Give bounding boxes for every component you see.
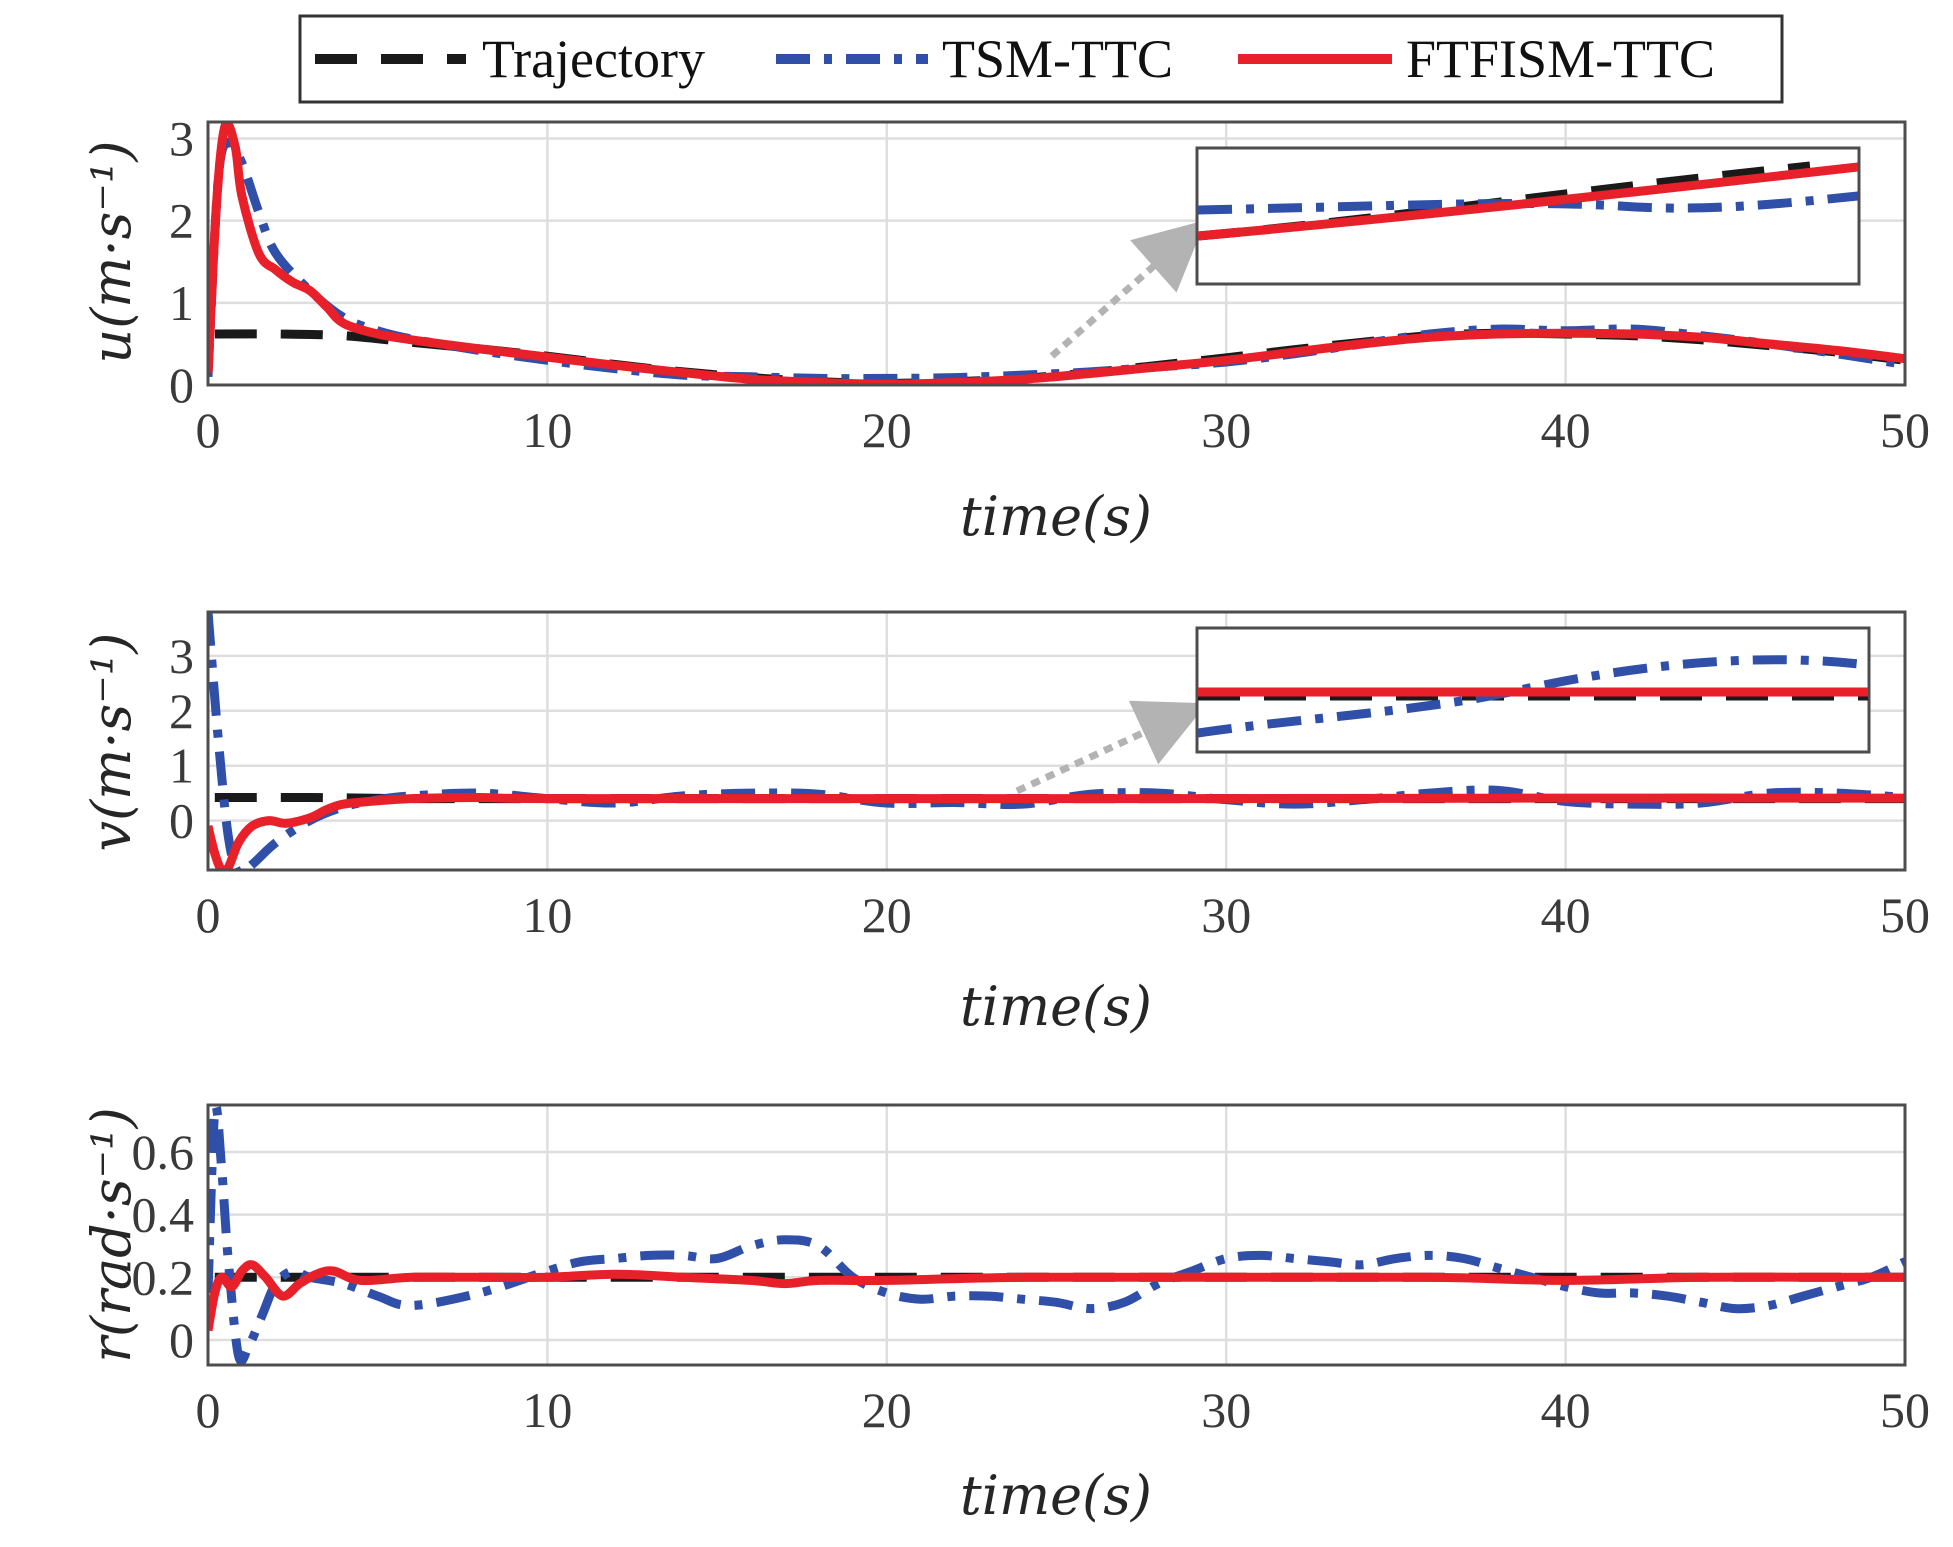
inset-series-v	[1198, 655, 1868, 738]
series-line-r-tsm-ttc	[208, 1105, 1905, 1365]
series-r	[208, 1105, 1905, 1365]
y-tick-label-v: 3	[169, 628, 194, 684]
x-axis-label-u: time(s)	[960, 485, 1152, 548]
y-tick-label-r: 0	[169, 1312, 194, 1368]
series-line-v-ftfism-ttc	[208, 793, 1905, 870]
inset-u-ftfism-ttc-line	[1198, 162, 1858, 241]
x-tick-label-v: 0	[196, 887, 221, 943]
y-tick-label-r: 0.4	[132, 1187, 195, 1243]
x-tick-label-u: 40	[1541, 402, 1591, 458]
x-tick-label-v: 30	[1201, 887, 1251, 943]
series-u	[208, 122, 1905, 385]
x-tick-label-r: 30	[1201, 1382, 1251, 1438]
y-tick-label-u: 3	[169, 110, 194, 166]
tick-labels-r: 0 10 20 30 40 50 0 0.2 0.4 0.6	[132, 1124, 1931, 1438]
panel-u: 0 10 20 30 40 50 0 1 2 3 time(s) u(m·s⁻¹)	[80, 110, 1930, 548]
y-tick-label-r: 0.6	[132, 1124, 195, 1180]
tick-labels-u: 0 10 20 30 40 50 0 1 2 3	[169, 110, 1930, 458]
axes-frame-r	[206, 1103, 1907, 1367]
y-axis-label-u: u(m·s⁻¹)	[80, 140, 143, 363]
legend-box	[298, 14, 1784, 104]
inset-series-u	[1198, 161, 1858, 241]
x-tick-label-r: 10	[522, 1382, 572, 1438]
x-tick-label-v: 50	[1880, 887, 1930, 943]
x-tick-label-u: 30	[1201, 402, 1251, 458]
y-tick-label-r: 0.2	[132, 1249, 195, 1305]
x-tick-label-v: 20	[862, 887, 912, 943]
x-tick-label-v: 40	[1541, 887, 1591, 943]
axes-frame-v	[206, 610, 1907, 872]
y-tick-label-u: 0	[169, 357, 194, 413]
y-tick-label-v: 0	[169, 793, 194, 849]
x-axis-label-v: time(s)	[960, 975, 1152, 1038]
y-tick-label-v: 2	[169, 683, 194, 739]
legend-label-ftfism-ttc: FTFISM-TTC	[1406, 29, 1715, 89]
axes-frame-u	[206, 120, 1907, 387]
legend: Trajectory TSM-TTC FTFISM-TTC	[298, 14, 1784, 104]
x-tick-label-u: 10	[522, 402, 572, 458]
y-axis-label-v: v(m·s⁻¹)	[80, 633, 143, 852]
plot-area-r	[208, 1105, 1905, 1365]
x-tick-label-v: 10	[522, 887, 572, 943]
x-tick-label-u: 0	[196, 402, 221, 458]
x-tick-label-r: 20	[862, 1382, 912, 1438]
y-tick-label-u: 1	[169, 275, 194, 331]
x-tick-label-u: 50	[1880, 402, 1930, 458]
legend-label-tsm-ttc: TSM-TTC	[942, 29, 1173, 89]
inset-u-tsm-ttc-line	[1198, 191, 1858, 215]
y-axis-label-r: r(rad·s⁻¹)	[80, 1107, 143, 1363]
x-axis-label-r: time(s)	[960, 1464, 1152, 1527]
y-tick-label-u: 2	[169, 193, 194, 249]
y-tick-label-v: 1	[169, 738, 194, 794]
legend-label-trajectory: Trajectory	[482, 29, 705, 89]
series-line-u-ftfism-ttc	[208, 122, 1905, 385]
x-tick-label-u: 20	[862, 402, 912, 458]
inset-v-tsm-ttc-line	[1198, 655, 1868, 738]
x-tick-label-r: 40	[1541, 1382, 1591, 1438]
x-tick-label-r: 0	[196, 1382, 221, 1438]
series-line-r-ftfism-ttc	[208, 1260, 1905, 1332]
series-v	[208, 612, 1905, 870]
panel-r: 0 10 20 30 40 50 0 0.2 0.4 0.6 time(s) r(rad·s⁻¹)	[80, 1103, 1931, 1527]
x-tick-label-r: 50	[1880, 1382, 1930, 1438]
